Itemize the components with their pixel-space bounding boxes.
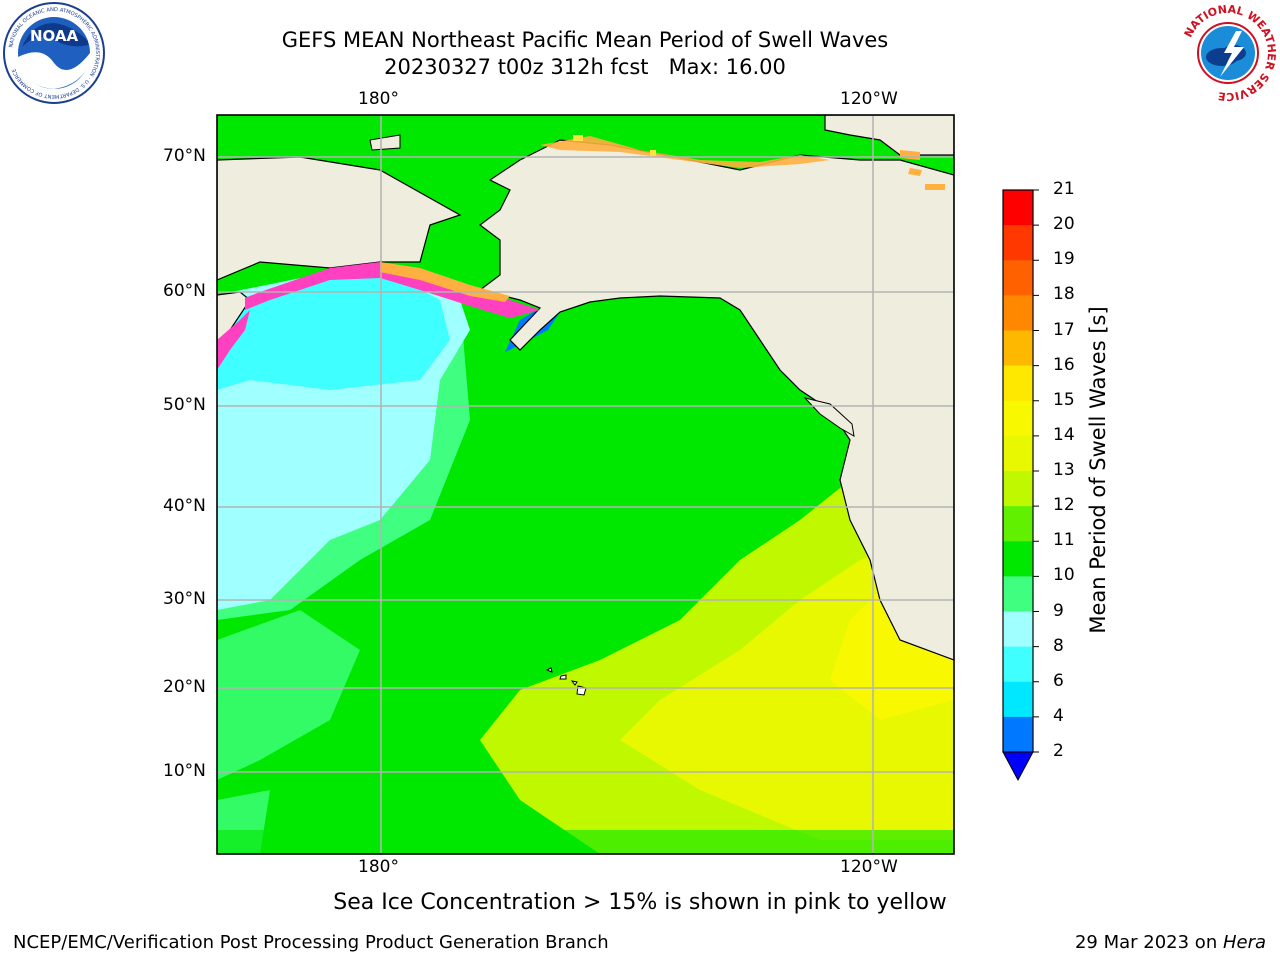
lat-label-30n: 30°N (163, 589, 206, 609)
ocean-field-9-10s-south (217, 610, 360, 780)
colorbar-band-12-13 (1003, 471, 1033, 507)
ocean-field-gulf-of-alaska (560, 290, 790, 440)
map-title: GEFS MEAN Northeast Pacific Mean Period … (281, 28, 889, 52)
bottom-lon-label-180: 180° (358, 857, 399, 877)
lat-label-20n: 20°N (163, 677, 206, 697)
colorbar-band-11-12 (1003, 506, 1033, 542)
colorbar-tick-label-6: 6 (1053, 670, 1064, 691)
colorbar-tick-label-2: 2 (1053, 741, 1064, 761)
colorbar-band-4-6 (1003, 681, 1033, 718)
top-lon-label-180: 180° (358, 89, 399, 109)
colorbar-band-19-20 (1003, 225, 1033, 261)
noaa-logo-text: NOAA (30, 27, 79, 45)
colorbar-tick-label-16: 16 (1053, 354, 1075, 375)
colorbar-tick-label-9: 9 (1053, 600, 1064, 621)
colorbar-band-16-17 (1003, 330, 1033, 367)
land-canadian-arctic (824, 115, 954, 156)
sea-ice-note: Sea Ice Concentration > 15% is shown in … (333, 890, 947, 915)
colorbar-tick-label-20: 20 (1053, 214, 1075, 235)
footer-date-text: 29 Mar 2023 on (1074, 932, 1223, 953)
sea-ice-canadian-arctic (900, 150, 945, 190)
colorbar-band-20-21 (1003, 190, 1033, 226)
colorbar-tick-label-21: 21 (1053, 179, 1075, 199)
colorbar-band-13-14 (1003, 435, 1033, 472)
sea-ice-arctic-coast (540, 136, 830, 168)
colorbar-under-arrow (1002, 751, 1034, 782)
lat-label-10n: 10°N (163, 761, 206, 781)
graticule (217, 115, 954, 854)
sea-ice-yellow (573, 135, 656, 156)
footer-date: 29 Mar 2023 on Hera (1075, 932, 1266, 953)
colorbar-band-2-4 (1003, 716, 1033, 753)
lat-label-70n: 70°N (163, 146, 206, 166)
footer-host: Hera (1222, 932, 1266, 953)
land-vancouver-island (803, 397, 855, 437)
land-hawaii (545, 667, 587, 696)
ocean-field-10-11s-south (217, 830, 954, 854)
colorbar-tick-label-15: 15 (1053, 389, 1075, 410)
colorbar-tick-label-17: 17 (1053, 319, 1075, 340)
lat-label-40n: 40°N (163, 496, 206, 516)
land-wrangel-island (369, 134, 401, 151)
colorbar (1002, 189, 1039, 782)
colorbar-band-6-8 (1003, 646, 1033, 683)
colorbar-band-14-15 (1003, 400, 1033, 437)
colorbar-tick-label-8: 8 (1053, 635, 1064, 656)
colorbar-band-8-9 (1003, 611, 1033, 648)
nws-logo-icon: NATIONAL WEATHER SERVICE (1178, 3, 1278, 103)
noaa-logo-icon: NOAA NATIONAL OCEANIC AND ATMOSPHERIC AD… (3, 2, 105, 104)
lat-label-50n: 50°N (163, 395, 206, 415)
colorbar-tick-label-13: 13 (1053, 460, 1075, 480)
map-subtitle-run-info: 20230327 t00z 312h fcst Max: 16.00 (384, 55, 786, 79)
map-frame (216, 114, 955, 855)
colorbar-tick-label-14: 14 (1053, 424, 1075, 445)
colorbar-tick-label-10: 10 (1053, 565, 1075, 586)
top-lon-label-120w: 120°W (840, 89, 898, 109)
colorbar-tick-label-18: 18 (1053, 284, 1075, 305)
colorbar-band-18-19 (1003, 260, 1033, 296)
colorbar-band-15-16 (1003, 365, 1033, 402)
colorbar-band-9-10 (1003, 576, 1033, 612)
colorbar-tick-label-19: 19 (1053, 249, 1075, 270)
ocean-field-6-8s (217, 268, 450, 390)
lat-label-60n: 60°N (163, 281, 206, 301)
colorbar-tick-label-4: 4 (1053, 705, 1064, 726)
bottom-lon-label-120w: 120°W (840, 857, 898, 877)
colorbar-label: Mean Period of Swell Waves [s] (1086, 306, 1110, 634)
colorbar-band-17-18 (1003, 295, 1033, 331)
colorbar-tick-label-11: 11 (1053, 530, 1075, 551)
colorbar-tick-label-12: 12 (1053, 495, 1075, 516)
sea-ice-pink (245, 262, 540, 318)
footer-credit: NCEP/EMC/Verification Post Processing Pr… (13, 932, 609, 953)
colorbar-band-10-11 (1003, 541, 1033, 577)
sea-ice-kamchatka (217, 310, 250, 370)
